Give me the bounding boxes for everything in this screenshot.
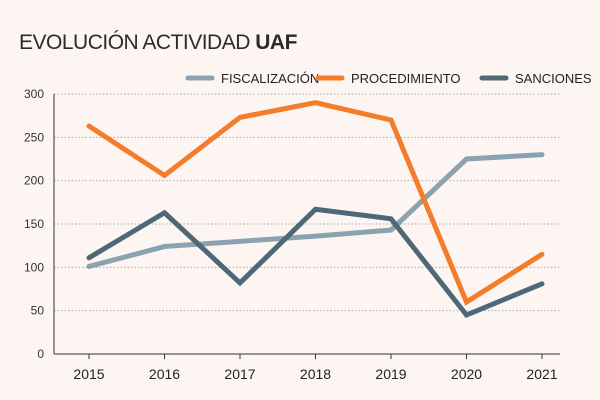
title-light: EVOLUCIÓN ACTIVIDAD <box>19 31 250 54</box>
y-tick-label-200: 200 <box>24 174 44 188</box>
chart-title: EVOLUCIÓN ACTIVIDAD UAF <box>19 31 297 55</box>
series-sanciones <box>86 206 545 319</box>
x-tick-label-2018: 2018 <box>300 366 331 382</box>
legend-label-sanciones: SANCIONES <box>515 71 592 86</box>
legend: FISCALIZACIÓN PROCEDIMIENTO SANCIONES <box>185 71 592 86</box>
x-axis: 2015 2016 2017 2018 2019 2020 2021 <box>54 353 560 382</box>
x-tick-label-2016: 2016 <box>149 366 180 382</box>
x-tick-label-2020: 2020 <box>451 366 482 382</box>
series-line-fiscalizaci-n <box>86 152 545 269</box>
y-tick-label-300: 300 <box>24 87 44 101</box>
legend-label-procedimiento: PROCEDIMIENTO <box>351 71 461 86</box>
y-axis: 0 50 100 150 200 250 300 <box>24 87 55 361</box>
series-fiscalizaci-n <box>86 152 545 269</box>
series-line-procedimiento <box>86 100 545 306</box>
y-tick-label-250: 250 <box>24 130 44 144</box>
title-bold: UAF <box>255 31 297 54</box>
x-tick-label-2019: 2019 <box>375 366 406 382</box>
x-tick-label-2021: 2021 <box>526 366 557 382</box>
series-procedimiento <box>86 100 545 306</box>
y-tick-label-50: 50 <box>31 304 45 318</box>
series-line-sanciones <box>86 206 545 319</box>
gridlines <box>54 93 560 312</box>
legend-label-fiscalizaci-n: FISCALIZACIÓN <box>221 71 319 86</box>
x-tick-label-2017: 2017 <box>224 366 255 382</box>
y-tick-label-150: 150 <box>24 217 44 231</box>
x-tick-label-2015: 2015 <box>73 366 104 382</box>
y-tick-label-100: 100 <box>24 260 44 274</box>
series-lines <box>86 100 545 319</box>
y-tick-label-0: 0 <box>37 347 44 361</box>
